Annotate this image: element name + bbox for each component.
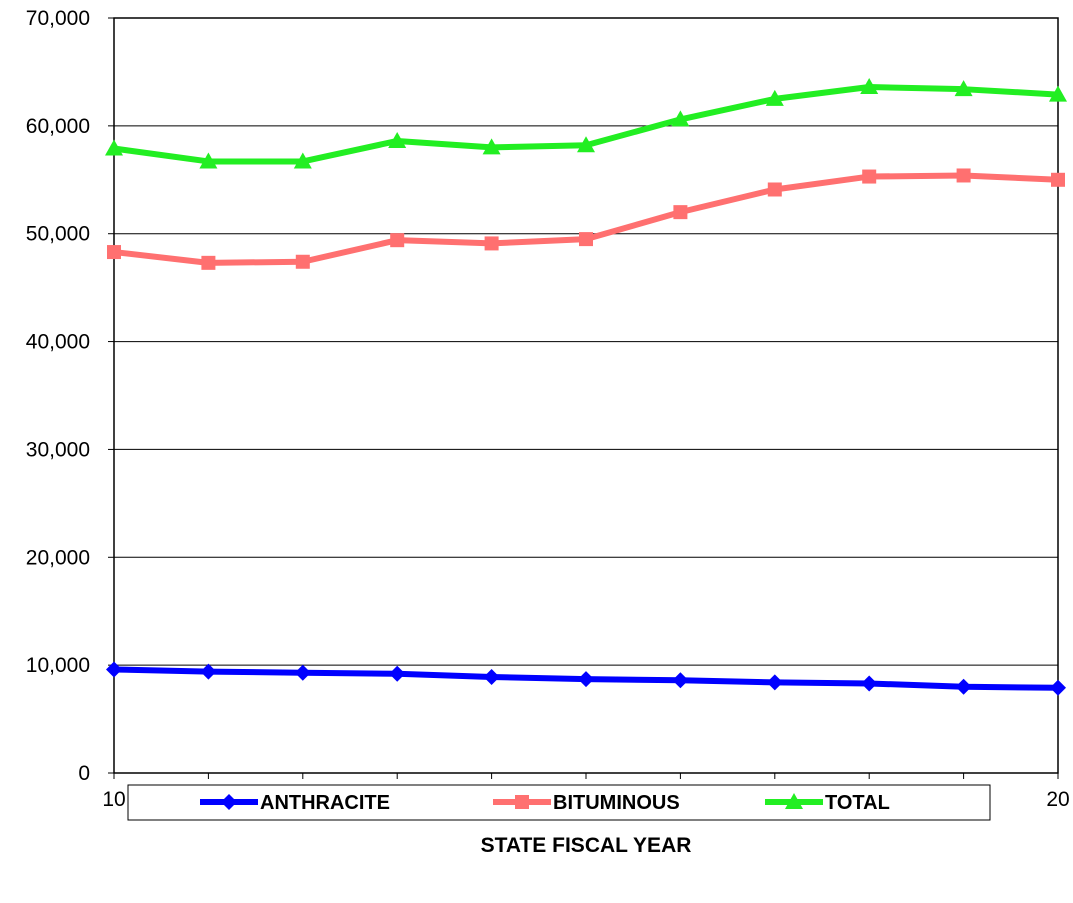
data-point-bituminous xyxy=(201,255,216,270)
x-tick-label: 20 xyxy=(1046,788,1069,811)
data-point-anthracite xyxy=(389,665,406,682)
data-point-anthracite xyxy=(483,669,500,686)
series-total xyxy=(105,78,1067,169)
y-tick-label: 70,000 xyxy=(26,7,90,30)
data-point-bituminous xyxy=(862,169,877,184)
data-point-total xyxy=(105,139,123,156)
data-point-total xyxy=(199,152,218,169)
data-point-anthracite xyxy=(1050,679,1066,696)
series-bituminous xyxy=(107,168,1065,270)
data-point-total xyxy=(577,136,595,153)
y-tick-label: 20,000 xyxy=(26,546,90,569)
data-point-anthracite xyxy=(672,672,689,689)
x-axis-title: STATE FISCAL YEAR xyxy=(481,834,692,857)
data-point-bituminous xyxy=(295,254,310,269)
data-point-total xyxy=(671,110,690,127)
legend-box xyxy=(127,784,991,821)
data-point-total xyxy=(388,131,407,148)
data-point-bituminous xyxy=(390,233,405,248)
data-point-bituminous xyxy=(579,232,593,247)
data-point-bituminous xyxy=(673,205,688,220)
legend-marker-bituminous xyxy=(515,795,529,809)
legend-label-bituminous: BITUMINOUS xyxy=(553,792,680,814)
data-point-total xyxy=(293,152,312,169)
legend-marker-anthracite xyxy=(221,794,237,810)
data-point-anthracite xyxy=(766,674,783,691)
data-point-total xyxy=(860,78,879,95)
data-point-total xyxy=(482,138,501,155)
data-point-anthracite xyxy=(861,675,878,692)
y-axis-ticks: 0 10,000 20,000 30,000 40,000 50,000 60,000 70,… xyxy=(26,7,114,785)
legend-label-anthracite: ANTHRACITE xyxy=(260,792,390,814)
data-point-anthracite xyxy=(955,678,972,695)
legend-item-bituminous: BITUMINOUS xyxy=(493,792,680,814)
data-point-bituminous xyxy=(107,245,121,260)
data-point-bituminous xyxy=(484,236,499,251)
y-tick-label: 50,000 xyxy=(26,223,90,246)
data-point-total xyxy=(1049,85,1067,102)
data-point-total xyxy=(765,89,784,106)
series-anthracite xyxy=(106,661,1066,696)
legend-item-anthracite: ANTHRACITE xyxy=(200,792,390,814)
data-point-total xyxy=(954,80,973,97)
y-tick-label: 60,000 xyxy=(26,115,90,138)
y-tick-label: 40,000 xyxy=(26,331,90,354)
series-line-bituminous xyxy=(113,172,1059,266)
data-point-bituminous xyxy=(767,182,782,197)
x-tick-label: 10 xyxy=(102,788,125,811)
data-point-anthracite xyxy=(106,661,122,678)
legend: ANTHRACITE BITUMINOUS TOTAL xyxy=(127,784,991,821)
legend-label-total: TOTAL xyxy=(825,792,890,814)
gridlines xyxy=(114,125,1058,666)
y-tick-label: 0 xyxy=(78,762,90,785)
y-tick-label: 10,000 xyxy=(26,654,90,677)
data-point-anthracite xyxy=(200,663,217,680)
data-point-anthracite xyxy=(294,664,311,681)
legend-marker-total xyxy=(785,793,803,809)
series-lines xyxy=(105,78,1067,696)
plot-area-border xyxy=(113,17,1059,774)
data-point-anthracite xyxy=(578,671,594,688)
data-point-bituminous xyxy=(1051,172,1065,187)
legend-item-total: TOTAL xyxy=(765,792,890,814)
data-point-bituminous xyxy=(956,168,971,183)
y-tick-label: 30,000 xyxy=(26,438,90,461)
